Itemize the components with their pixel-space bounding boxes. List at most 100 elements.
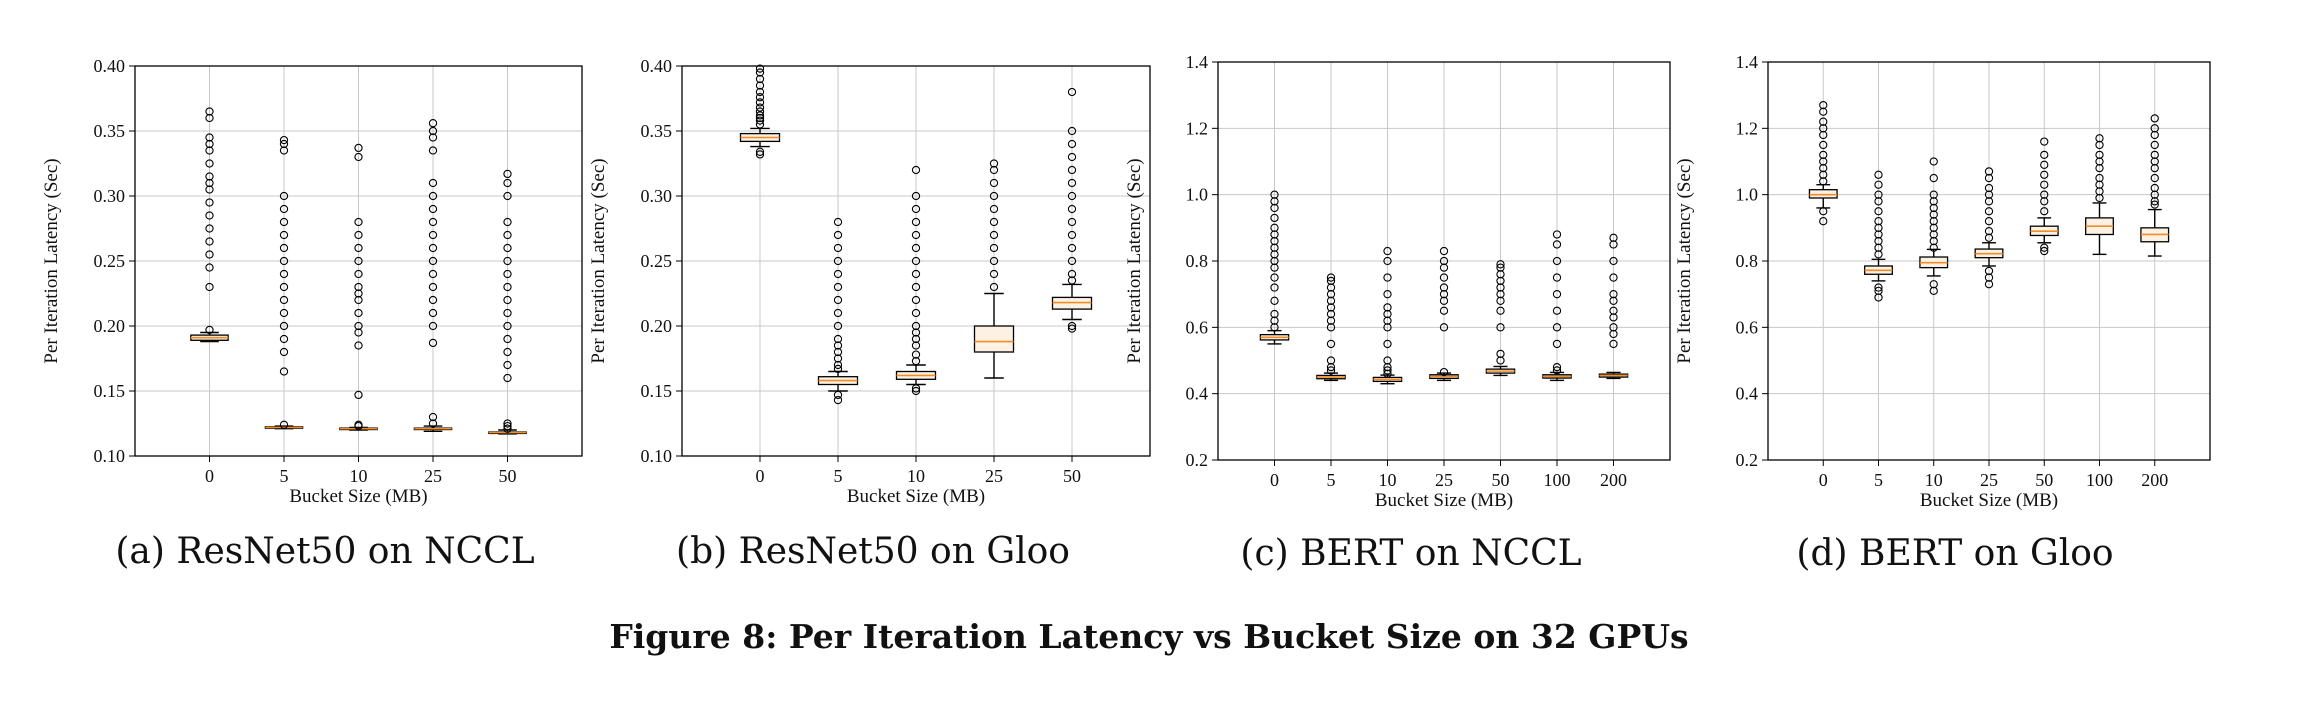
flier-point — [503, 230, 512, 240]
caption-c: (c) BERT on NCCL — [1240, 533, 1581, 574]
flier-point — [1552, 366, 1562, 375]
ytick-label: 0.2 — [1736, 450, 1759, 470]
flier-point — [755, 111, 765, 120]
flier-point — [1383, 273, 1392, 282]
flier-point — [1326, 339, 1336, 349]
flier-point — [1609, 313, 1618, 322]
x-axis-label: Bucket Size (MB) — [1920, 490, 2058, 511]
flier-point — [833, 395, 843, 405]
flier-point — [354, 282, 363, 292]
flier-point — [354, 143, 363, 153]
flier-point — [1552, 362, 1562, 372]
panel-b: 0.10 0.15 0.20 0.25 0.30 0.35 0.40 0 5 10 25 50 Buck… — [588, 56, 1151, 507]
xtick-label: 25 — [1435, 470, 1453, 490]
flier-point — [205, 107, 214, 116]
flier-point — [1326, 356, 1336, 365]
flier-point — [755, 107, 765, 116]
flier-point — [1929, 210, 1938, 219]
flier-point — [1270, 223, 1279, 232]
flier-point — [755, 116, 765, 125]
xtick-label: 100 — [1544, 470, 1571, 490]
flier-point — [833, 321, 843, 331]
flier-point — [1326, 366, 1336, 375]
flier-point — [428, 269, 438, 279]
flier-point — [989, 243, 999, 253]
xtick-label: 25 — [424, 466, 442, 486]
flier-point — [911, 269, 921, 279]
flier-point — [1819, 170, 1828, 179]
flier-point — [1984, 266, 1994, 276]
flier-point — [428, 204, 438, 214]
xtick-label: 200 — [1600, 470, 1627, 490]
flier-point — [1874, 223, 1883, 232]
flier-point — [1326, 273, 1336, 282]
flier-point — [911, 356, 921, 366]
flier-point — [1326, 290, 1336, 299]
xtick-label: 0 — [1819, 470, 1828, 490]
flier-point — [1326, 296, 1336, 305]
flier-point — [1067, 165, 1077, 175]
flier-point — [205, 263, 214, 272]
xtick-label: 25 — [1980, 470, 1998, 490]
flier-point — [1984, 190, 1994, 199]
box-plot — [413, 119, 453, 432]
flier-point — [833, 360, 843, 370]
flier-point — [2040, 246, 2049, 256]
flier-point — [1874, 170, 1883, 179]
flier-point — [833, 282, 843, 292]
flier-point — [428, 256, 438, 266]
flier-point — [205, 159, 214, 168]
flier-point — [1496, 276, 1505, 286]
flier-point — [1439, 273, 1449, 282]
flier-point — [1552, 273, 1562, 282]
flier-point — [2095, 193, 2104, 203]
box-plot — [973, 159, 1015, 379]
ytick-label: 0.8 — [1186, 251, 1209, 271]
flier-point — [2150, 130, 2159, 140]
flier-point — [833, 354, 843, 363]
flier-point — [428, 295, 438, 305]
flier-point — [911, 243, 921, 253]
flier-point — [428, 217, 438, 227]
box-plot — [1864, 170, 1893, 302]
flier-point — [1067, 126, 1077, 136]
flier-point — [1270, 243, 1279, 252]
flier-point — [1067, 178, 1077, 188]
flier-point — [1552, 230, 1562, 239]
flier-point — [503, 178, 512, 188]
y-axis-label: Per Iteration Latency (Sec) — [1674, 158, 1695, 363]
flier-point — [1270, 250, 1279, 259]
xtick-label: 0 — [1270, 470, 1279, 490]
flier-point — [2150, 124, 2159, 133]
ytick-label: 0.4 — [1736, 384, 1759, 404]
flier-point — [1984, 233, 1994, 242]
flier-point — [1819, 130, 1828, 140]
flier-point — [2040, 170, 2049, 179]
flier-point — [1439, 263, 1449, 272]
flier-point — [2095, 173, 2104, 183]
flier-point — [1270, 256, 1279, 266]
flier-point — [279, 256, 289, 266]
box-plot — [2085, 134, 2114, 256]
flier-point — [1609, 329, 1618, 339]
flier-point — [1874, 190, 1883, 199]
flier-point — [354, 243, 363, 253]
flier-point — [2040, 243, 2049, 252]
flier-point — [279, 321, 289, 331]
flier-point — [354, 289, 363, 298]
flier-point — [1819, 140, 1828, 150]
flier-point — [428, 126, 438, 136]
flier-point — [1874, 197, 1883, 206]
flier-point — [354, 321, 363, 331]
flier-point — [1874, 180, 1883, 189]
flier-point — [279, 230, 289, 240]
flier-point — [503, 308, 512, 318]
flier-point — [1326, 309, 1336, 319]
flier-point — [911, 386, 921, 396]
flier-point — [1929, 217, 1938, 226]
flier-point — [428, 119, 438, 128]
box-plot — [1372, 246, 1403, 385]
flier-point — [755, 64, 765, 73]
flier-point — [1270, 273, 1279, 282]
flier-point — [911, 256, 921, 266]
